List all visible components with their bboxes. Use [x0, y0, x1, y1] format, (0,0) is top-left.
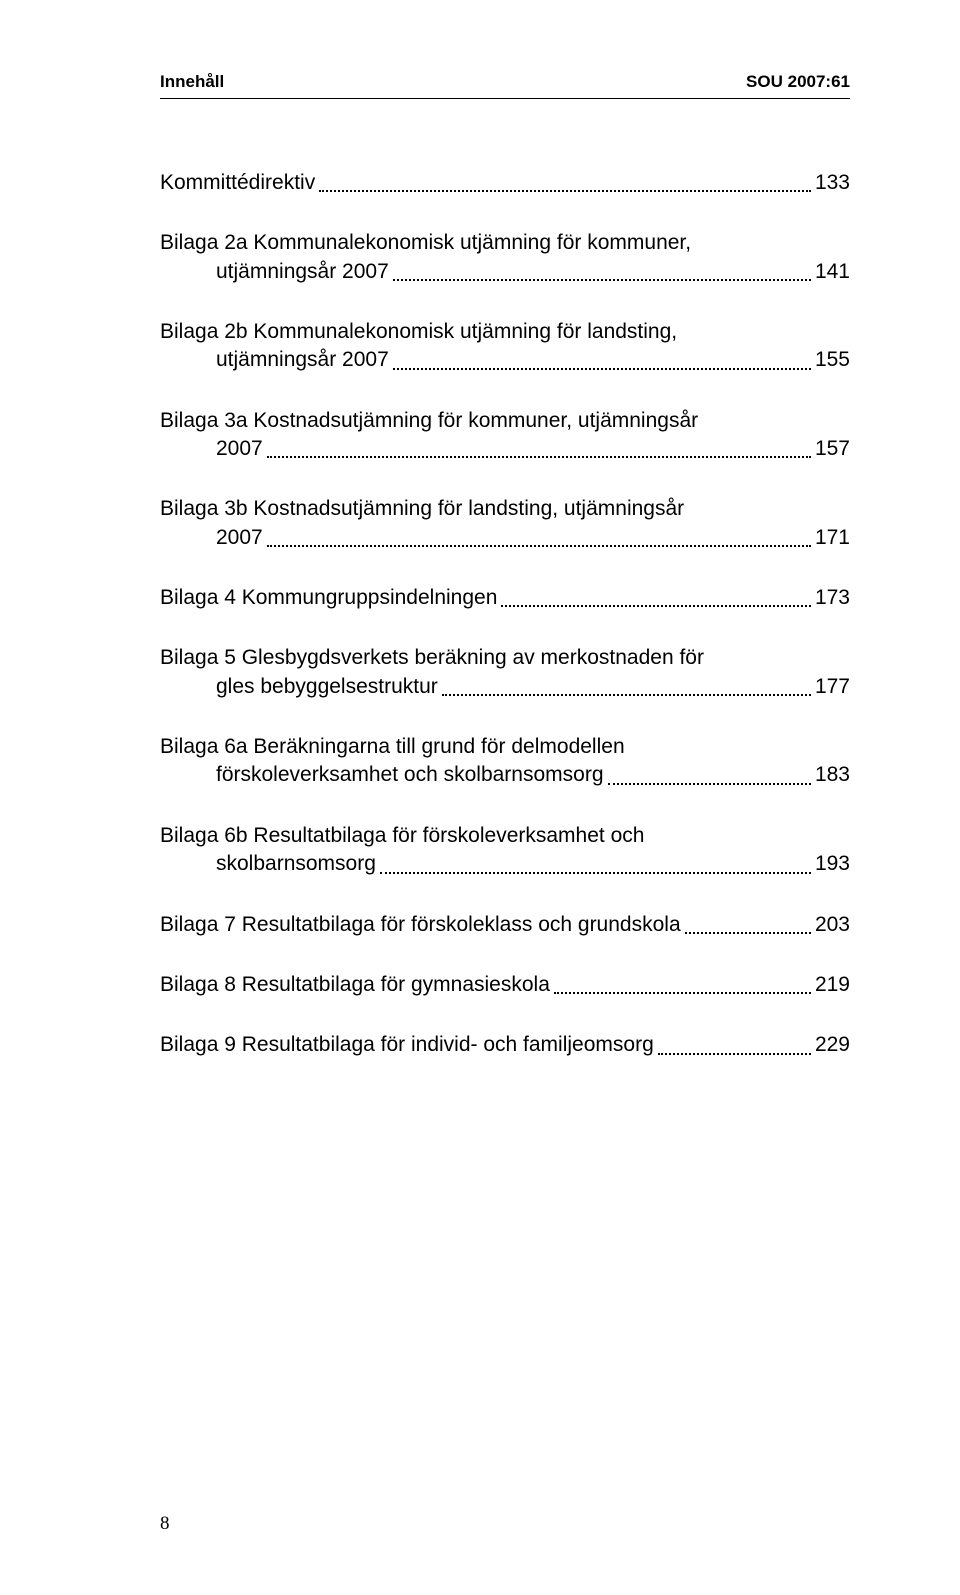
toc-entry-cont: gles bebyggelsestruktur — [216, 673, 438, 701]
toc-entry: Bilaga 9 Resultatbilaga för individ- och… — [160, 1031, 850, 1059]
header-right: SOU 2007:61 — [746, 72, 850, 92]
toc-entry-page: 155 — [815, 346, 850, 374]
toc-entry: Bilaga 8 Resultatbilaga för gymnasieskol… — [160, 971, 850, 999]
toc-entry-label: Kommittédirektiv — [160, 169, 315, 197]
toc-entry-text-line2: utjämningsår 2007 155 — [160, 346, 850, 374]
toc-leader-dots — [267, 544, 811, 547]
toc-entry-label: Bilaga 5 Glesbygdsverkets beräkning av m… — [160, 644, 850, 701]
document-page: Innehåll SOU 2007:61 Kommittédirektiv 133… — [0, 0, 960, 1595]
toc-entry: Bilaga 7 Resultatbilaga för förskoleklas… — [160, 911, 850, 939]
toc-leader-dots — [501, 604, 811, 607]
toc-leader-dots — [393, 278, 811, 281]
toc-entry-cont: utjämningsår 2007 — [216, 346, 389, 374]
toc-entry-text-line1: Bilaga 2b Kommunalekonomisk utjämning fö… — [160, 318, 850, 346]
toc-entry-text-line1: Bilaga 3a Kostnadsutjämning för kommuner… — [160, 407, 850, 435]
header-left: Innehåll — [160, 72, 224, 92]
toc-entry-cont: 2007 — [216, 524, 263, 552]
toc-entry-label: Bilaga 6b Resultatbilaga för förskolever… — [160, 822, 850, 879]
toc-entry: Bilaga 3a Kostnadsutjämning för kommuner… — [160, 407, 850, 464]
toc-leader-dots — [658, 1052, 811, 1055]
toc-entry-page: 141 — [815, 258, 850, 286]
toc-entry-page: 193 — [815, 850, 850, 878]
toc-leader-dots — [608, 782, 811, 785]
toc-entry: Bilaga 2b Kommunalekonomisk utjämning fö… — [160, 318, 850, 375]
toc-entry-label: Bilaga 2a Kommunalekonomisk utjämning fö… — [160, 229, 850, 286]
toc-leader-dots — [442, 693, 811, 696]
toc-leader-dots — [393, 367, 811, 370]
toc-entry-text: Bilaga 9 Resultatbilaga för individ- och… — [160, 1033, 654, 1056]
toc-entry-label: Bilaga 6a Beräkningarna till grund för d… — [160, 733, 850, 790]
toc-entry: Bilaga 6b Resultatbilaga för förskolever… — [160, 822, 850, 879]
toc-entry-page: 171 — [815, 524, 850, 552]
toc-entry-text-line2: gles bebyggelsestruktur 177 — [160, 673, 850, 701]
table-of-contents: Kommittédirektiv 133 Bilaga 2a Kommunaleko… — [160, 169, 850, 1060]
toc-entry-label: Bilaga 3a Kostnadsutjämning för kommuner… — [160, 407, 850, 464]
toc-entry-page: 229 — [815, 1031, 850, 1059]
toc-entry-text: Bilaga 8 Resultatbilaga för gymnasieskol… — [160, 973, 550, 996]
toc-entry-text: Bilaga 4 Kommungruppsindelningen — [160, 586, 497, 609]
toc-entry: Bilaga 5 Glesbygdsverkets beräkning av m… — [160, 644, 850, 701]
toc-entry-text-line2: utjämningsår 2007 141 — [160, 258, 850, 286]
toc-entry-cont: förskoleverksamhet och skolbarnsomsorg — [216, 761, 604, 789]
toc-entry: Bilaga 2a Kommunalekonomisk utjämning fö… — [160, 229, 850, 286]
toc-leader-dots — [685, 931, 811, 934]
toc-entry-label: Bilaga 8 Resultatbilaga för gymnasieskol… — [160, 971, 550, 999]
toc-entry-text-line1: Bilaga 3b Kostnadsutjämning för landstin… — [160, 495, 850, 523]
toc-entry-text-line1: Bilaga 5 Glesbygdsverkets beräkning av m… — [160, 644, 850, 672]
toc-entry-label: Bilaga 7 Resultatbilaga för förskoleklas… — [160, 911, 681, 939]
toc-leader-dots — [319, 189, 811, 192]
toc-entry-page: 203 — [815, 911, 850, 939]
toc-leader-dots — [554, 991, 811, 994]
page-number: 8 — [160, 1513, 170, 1535]
toc-entry-text-line1: Bilaga 6a Beräkningarna till grund för d… — [160, 733, 850, 761]
toc-leader-dots — [380, 871, 811, 874]
toc-entry-text-line1: Bilaga 6b Resultatbilaga för förskolever… — [160, 822, 850, 850]
toc-entry: Bilaga 6a Beräkningarna till grund för d… — [160, 733, 850, 790]
toc-entry: Bilaga 3b Kostnadsutjämning för landstin… — [160, 495, 850, 552]
toc-entry-text: Bilaga 7 Resultatbilaga för förskoleklas… — [160, 913, 681, 936]
toc-entry-text-line1: Bilaga 2a Kommunalekonomisk utjämning fö… — [160, 229, 850, 257]
toc-entry-cont: utjämningsår 2007 — [216, 258, 389, 286]
toc-entry-label: Bilaga 9 Resultatbilaga för individ- och… — [160, 1031, 654, 1059]
toc-entry-page: 157 — [815, 435, 850, 463]
toc-entry-page: 183 — [815, 761, 850, 789]
toc-entry-text: Kommittédirektiv — [160, 171, 315, 194]
toc-entry-page: 219 — [815, 971, 850, 999]
toc-entry-cont: skolbarnsomsorg — [216, 850, 376, 878]
toc-entry-text-line2: skolbarnsomsorg 193 — [160, 850, 850, 878]
toc-entry: Kommittédirektiv 133 — [160, 169, 850, 197]
toc-entry-page: 133 — [815, 169, 850, 197]
toc-entry-cont: 2007 — [216, 435, 263, 463]
toc-entry-label: Bilaga 2b Kommunalekonomisk utjämning fö… — [160, 318, 850, 375]
toc-entry-text-line2: 2007 171 — [160, 524, 850, 552]
toc-entry-text-line2: förskoleverksamhet och skolbarnsomsorg 18… — [160, 761, 850, 789]
toc-entry-page: 177 — [815, 673, 850, 701]
toc-entry: Bilaga 4 Kommungruppsindelningen 173 — [160, 584, 850, 612]
toc-leader-dots — [267, 455, 811, 458]
toc-entry-page: 173 — [815, 584, 850, 612]
toc-entry-label: Bilaga 4 Kommungruppsindelningen — [160, 584, 497, 612]
toc-entry-text-line2: 2007 157 — [160, 435, 850, 463]
toc-entry-label: Bilaga 3b Kostnadsutjämning för landstin… — [160, 495, 850, 552]
running-header: Innehåll SOU 2007:61 — [160, 72, 850, 99]
